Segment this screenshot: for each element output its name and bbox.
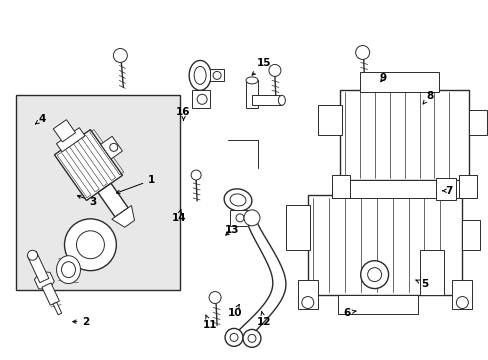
Circle shape [355,45,369,59]
Polygon shape [112,206,134,227]
Circle shape [360,261,388,289]
Bar [436,178,455,200]
Bar [90,130,123,175]
Circle shape [76,231,104,259]
Text: 4: 4 [36,114,46,124]
Circle shape [209,292,221,303]
Text: 2: 2 [73,317,89,327]
Text: 5: 5 [415,279,427,289]
Bar [317,105,341,135]
Bar [27,251,49,283]
Text: 11: 11 [203,315,217,330]
Circle shape [224,328,243,346]
Text: 9: 9 [379,73,386,83]
Text: 8: 8 [422,91,432,104]
Bar [468,110,487,135]
Text: 14: 14 [171,210,185,222]
Circle shape [191,170,201,180]
Bar [419,250,444,294]
Ellipse shape [278,95,285,105]
Bar [56,128,85,152]
Polygon shape [34,271,54,289]
Bar [98,183,128,217]
Text: 10: 10 [227,305,242,318]
Text: 3: 3 [77,195,97,207]
Bar [57,152,91,198]
Bar [307,195,462,294]
Bar [210,69,224,81]
Bar [359,72,439,92]
Circle shape [268,64,280,76]
Bar [192,90,210,108]
Bar [331,180,476,198]
Bar [53,120,75,142]
Bar [65,147,99,192]
Circle shape [27,250,38,260]
Ellipse shape [57,256,81,284]
Bar [285,205,309,250]
Text: 6: 6 [343,308,355,318]
Bar [16,95,180,289]
Circle shape [64,219,116,271]
Bar [73,141,107,186]
Text: 1: 1 [116,175,155,193]
Bar [101,136,122,159]
Bar [42,283,59,305]
Circle shape [367,268,381,282]
Bar [451,280,471,310]
Bar [245,80,258,108]
Bar [81,135,115,181]
Bar [297,280,317,310]
Ellipse shape [245,77,258,84]
Bar [251,95,281,105]
Bar [339,90,468,180]
Bar [337,294,417,315]
Bar [458,175,476,198]
Ellipse shape [224,189,251,211]
Bar [53,302,61,315]
Text: 12: 12 [256,311,271,327]
Bar [229,210,247,226]
Text: 13: 13 [224,225,239,235]
Bar [331,175,349,198]
Circle shape [113,49,127,62]
Ellipse shape [189,60,211,90]
Bar [462,220,479,250]
Bar [54,130,122,201]
Text: 16: 16 [176,107,190,120]
Text: 15: 15 [252,58,271,75]
Text: 7: 7 [442,186,452,196]
Circle shape [244,210,260,226]
Circle shape [243,329,261,347]
